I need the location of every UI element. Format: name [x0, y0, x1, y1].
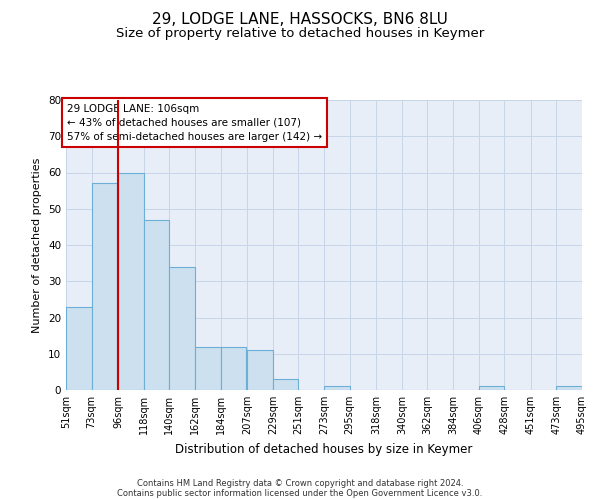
Text: Contains HM Land Registry data © Crown copyright and database right 2024.: Contains HM Land Registry data © Crown c…	[137, 478, 463, 488]
Bar	[221, 346, 246, 390]
Text: Contains public sector information licensed under the Open Government Licence v3: Contains public sector information licen…	[118, 488, 482, 498]
Bar	[556, 386, 582, 390]
Bar	[479, 386, 504, 390]
Text: 29, LODGE LANE, HASSOCKS, BN6 8LU: 29, LODGE LANE, HASSOCKS, BN6 8LU	[152, 12, 448, 28]
Bar	[144, 220, 169, 390]
X-axis label: Distribution of detached houses by size in Keymer: Distribution of detached houses by size …	[175, 442, 473, 456]
Bar	[247, 350, 273, 390]
Bar	[169, 267, 195, 390]
Bar	[118, 172, 144, 390]
Bar	[92, 184, 117, 390]
Text: 29 LODGE LANE: 106sqm
← 43% of detached houses are smaller (107)
57% of semi-det: 29 LODGE LANE: 106sqm ← 43% of detached …	[67, 104, 322, 142]
Text: Size of property relative to detached houses in Keymer: Size of property relative to detached ho…	[116, 28, 484, 40]
Y-axis label: Number of detached properties: Number of detached properties	[32, 158, 43, 332]
Bar	[273, 379, 298, 390]
Bar	[324, 386, 350, 390]
Bar	[195, 346, 221, 390]
Bar	[66, 306, 92, 390]
